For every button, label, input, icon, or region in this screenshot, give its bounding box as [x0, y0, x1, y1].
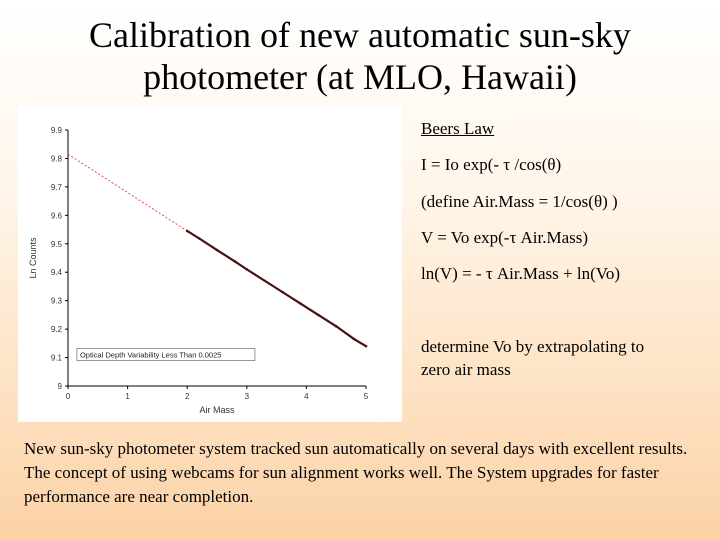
- x-tick-label: 4: [304, 392, 309, 401]
- x-tick-label: 2: [185, 392, 190, 401]
- annotation-box: [76, 348, 256, 361]
- equation-2: (define Air.Mass = 1/cos(θ) ): [421, 192, 618, 211]
- measured-data-point: [299, 302, 302, 305]
- y-tick-label: 9.8: [51, 154, 63, 163]
- x-tick-label: 1: [125, 392, 130, 401]
- equation-3: V = Vo exp(-τ Air.Mass): [421, 228, 589, 247]
- determine-line-2: zero air mass: [421, 360, 511, 379]
- y-tick-label: 9.5: [51, 240, 63, 249]
- measured-data-point: [233, 260, 237, 263]
- y-tick-label: 9.2: [51, 325, 63, 334]
- y-tick-label: 9.4: [51, 268, 63, 277]
- y-tick-label: 9: [58, 382, 63, 391]
- x-tick-label: 5: [364, 392, 369, 401]
- fit-line-extrapolation: [67, 153, 188, 232]
- summary-paragraph: New sun-sky photometer system tracked su…: [24, 439, 688, 506]
- y-tick-label: 9.9: [51, 126, 63, 135]
- measured-data-point: [352, 337, 356, 341]
- x-axis-label: Air Mass: [199, 405, 235, 415]
- chart-svg: 9 9.1 9.2 9.3 9.4 9.5 9.6 9.7 9.8 9.9 0 1 2 3 4 5 Air Ma…: [28, 126, 369, 415]
- y-tick-label: 9.1: [51, 354, 63, 363]
- y-tick-label: 9.3: [51, 297, 63, 306]
- measured-data-trace: [186, 230, 367, 348]
- measured-data-point: [334, 324, 338, 328]
- calibration-chart: 9 9.1 9.2 9.3 9.4 9.5 9.6 9.7 9.8 9.9 0 1 2 3 4 5 Air Ma…: [18, 106, 402, 422]
- y-axis-label: Ln Counts: [28, 237, 38, 279]
- y-tick-label: 9.6: [51, 211, 63, 220]
- equation-4: ln(V) = - τ Air.Mass + ln(Vo): [421, 264, 620, 283]
- measured-data-point: [197, 237, 201, 240]
- x-tick-label: 3: [245, 392, 250, 401]
- y-tick-label: 9.7: [51, 183, 63, 192]
- measured-data-point: [185, 229, 189, 233]
- title-line-2: photometer (at MLO, Hawaii): [143, 57, 577, 97]
- slide-title: Calibration of new automatic sun-sky pho…: [0, 14, 720, 98]
- notes-heading: Beers Law: [421, 119, 495, 138]
- x-tick-label: 0: [66, 392, 71, 401]
- annotation-text: Optical Depth Variability Less Than 0.00…: [80, 351, 221, 360]
- measured-data-point: [215, 248, 219, 252]
- measured-data-point: [364, 344, 368, 348]
- determine-line-1: determine Vo by extrapolating to: [421, 337, 645, 356]
- measured-data-point: [317, 313, 320, 317]
- title-line-1: Calibration of new automatic sun-sky: [89, 15, 631, 55]
- equation-1: I = Io exp(- τ /cos(θ): [421, 155, 562, 174]
- measured-data-point: [245, 268, 249, 271]
- measured-data-point: [263, 279, 266, 283]
- measured-data-point: [281, 290, 284, 294]
